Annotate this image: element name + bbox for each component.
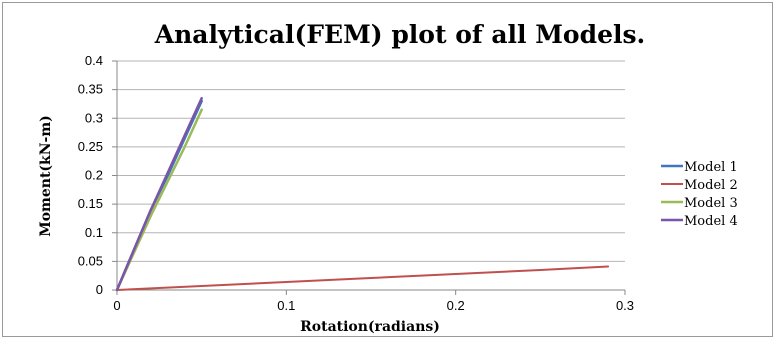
x-tick-label: 0.1 xyxy=(277,298,295,313)
y-tick-label: 0.35 xyxy=(78,82,103,97)
series-line-model-2 xyxy=(116,265,610,291)
y-axis-label: Moment(kN-m) xyxy=(38,115,54,237)
legend-label-model-2: Model 2 xyxy=(684,178,738,193)
y-tick-label: 0.05 xyxy=(78,253,103,268)
gridlines xyxy=(117,60,625,262)
chart-title: Analytical(FEM) plot of all Models. xyxy=(154,20,646,49)
axes: 0 0.05 0.1 0.15 0.2 0.25 0.3 0.35 0.4 0 0.1 0.2 0.3 xyxy=(78,53,634,313)
x-tick-label: 0 xyxy=(113,298,120,313)
y-tick-label: 0 xyxy=(96,282,103,297)
y-tick-label: 0.2 xyxy=(85,168,103,183)
y-tick-label: 0.4 xyxy=(85,53,103,68)
y-tick-label: 0.1 xyxy=(85,225,103,240)
legend-label-model-4: Model 4 xyxy=(684,214,738,229)
x-axis-label: Rotation(radians) xyxy=(300,319,440,335)
series-line-model-4 xyxy=(115,96,203,292)
y-tick-label: 0.25 xyxy=(78,139,103,154)
x-tick-label: 0.3 xyxy=(616,298,634,313)
x-tick-label: 0.2 xyxy=(447,298,465,313)
y-tick-label: 0.3 xyxy=(85,110,103,125)
legend-label-model-1: Model 1 xyxy=(684,160,738,175)
legend: Model 1 Model 2 Model 3 Model 4 xyxy=(661,160,738,229)
chart-frame xyxy=(2,2,773,337)
y-tick-label: 0.15 xyxy=(78,196,103,211)
series-lines xyxy=(115,96,610,292)
legend-label-model-3: Model 3 xyxy=(684,196,738,211)
